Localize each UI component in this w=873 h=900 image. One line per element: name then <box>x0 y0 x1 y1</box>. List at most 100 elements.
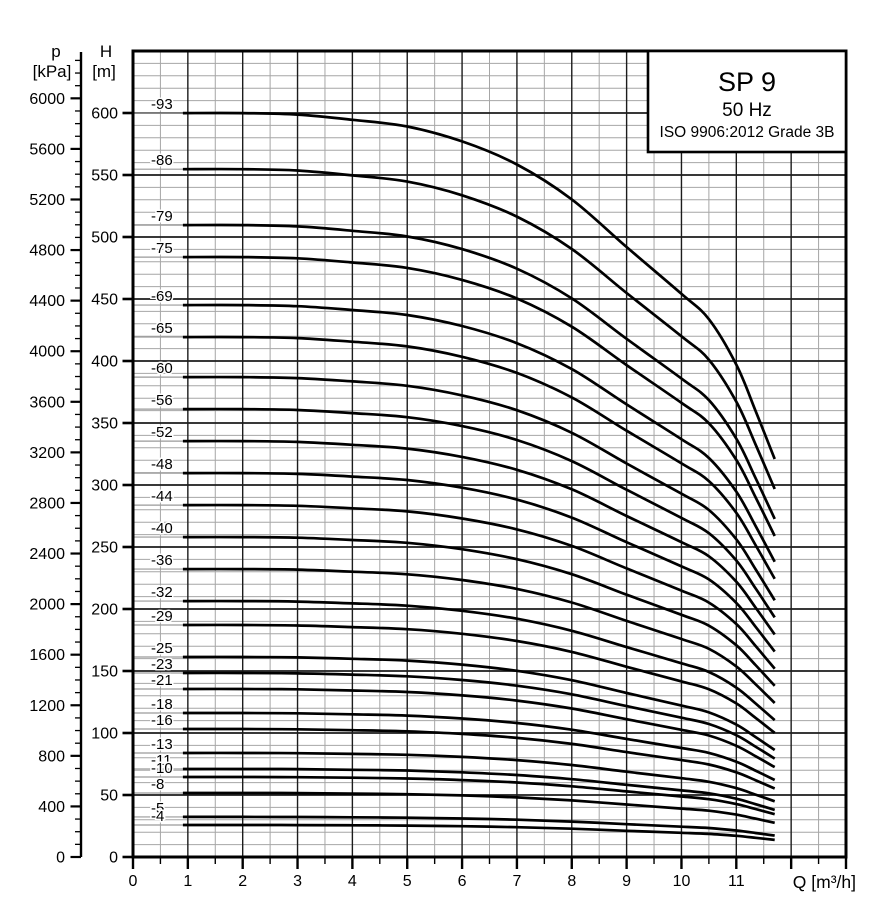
pump-curve--5 <box>133 815 775 837</box>
curve-label--5: -5 <box>151 800 164 817</box>
info-box-frequency: 50 Hz <box>722 100 772 121</box>
flow-tick-label: 3 <box>293 873 302 890</box>
curve-path--11 <box>182 767 776 812</box>
curve-label--79: -79 <box>151 208 173 225</box>
curve-path--25 <box>182 655 776 752</box>
pressure-tick-label: 2400 <box>29 546 65 563</box>
info-box-model: SP 9 <box>718 67 776 97</box>
pressure-tick-label: 1600 <box>29 647 65 664</box>
curve-path--21 <box>182 687 776 769</box>
curve-label--8: -8 <box>151 776 164 793</box>
pressure-tick-label: 800 <box>38 748 65 765</box>
curve-label--32: -32 <box>151 584 173 601</box>
curve-path--10 <box>182 775 776 816</box>
curve-path--18 <box>182 711 776 782</box>
pump-curve--60 <box>133 375 776 602</box>
curve-labels: -93 -86 -79 -75 -69 -65 -60 -56 -52 -48 -44 -40 -36 -… <box>150 95 175 827</box>
curve-label--25: -25 <box>151 640 173 657</box>
flow-tick-label: 9 <box>622 873 631 890</box>
curve-label--75: -75 <box>151 240 173 257</box>
pressure-axis-unit: [kPa] <box>33 62 72 81</box>
curve-label--10: -10 <box>151 760 173 777</box>
head-tick-label: 600 <box>91 106 118 123</box>
head-tick-label: 50 <box>100 788 118 805</box>
pressure-tick-label: 4000 <box>29 344 65 361</box>
pump-curve--65 <box>133 335 776 580</box>
pressure-tick-label: 3600 <box>29 394 65 411</box>
pump-curve--10 <box>133 775 776 816</box>
curve-label--48: -48 <box>151 456 173 473</box>
info-box-standard: ISO 9906:2012 Grade 3B <box>660 124 835 141</box>
curve-path--75 <box>182 255 776 537</box>
pressure-tick-label: 3200 <box>29 445 65 462</box>
head-tick-label: 550 <box>91 168 118 185</box>
curve-label--56: -56 <box>151 392 173 409</box>
flow-tick-label: 10 <box>673 873 691 890</box>
pressure-axis: 0 400 800 1200 1600 2000 2400 2800 3200 3600 4000 4… <box>29 42 83 867</box>
curve-label--86: -86 <box>151 152 173 169</box>
head-tick-label: 150 <box>91 664 118 681</box>
pump-curve--40 <box>133 535 776 687</box>
pump-curve--8 <box>133 791 775 825</box>
curve-path--60 <box>182 375 776 602</box>
flow-tick-label: 4 <box>348 873 357 890</box>
pump-curve--36 <box>133 567 776 704</box>
pump-curve--75 <box>133 255 776 537</box>
pump-curve--11 <box>133 767 776 812</box>
curve-path--56 <box>182 407 776 619</box>
curve-label--60: -60 <box>151 360 173 377</box>
curve-path--65 <box>182 335 776 580</box>
pump-curve--25 <box>133 655 776 752</box>
pump-curve--23 <box>133 671 776 760</box>
head-tick-label: 350 <box>91 416 118 433</box>
pump-curve--16 <box>133 727 776 790</box>
head-tick-label: 300 <box>91 478 118 495</box>
pump-curve--4 <box>133 823 775 842</box>
pump-curve--44 <box>133 503 776 670</box>
info-box: SP 9 50 Hz ISO 9906:2012 Grade 3B <box>646 49 848 154</box>
flow-tick-label: 1 <box>183 873 192 890</box>
curve-label--36: -36 <box>151 552 173 569</box>
pump-curve--69 <box>133 303 776 563</box>
pump-curve--56 <box>133 407 776 619</box>
pump-curve--86 <box>133 167 776 490</box>
flow-tick-label: 2 <box>238 873 247 890</box>
head-axis: 0 50 100 150 200 250 300 350 400 450 500 550 600 H[m] <box>91 42 133 867</box>
pressure-tick-label: 400 <box>38 799 65 816</box>
head-tick-label: 200 <box>91 602 118 619</box>
flow-tick-label: 7 <box>512 873 521 890</box>
head-axis-unit: [m] <box>92 62 116 81</box>
curve-label--21: -21 <box>151 672 173 689</box>
pump-curve--79 <box>133 223 776 520</box>
pressure-tick-label: 5600 <box>29 141 65 158</box>
curve-path--4 <box>182 823 775 842</box>
curve-path--5 <box>182 815 775 837</box>
pump-curve--32 <box>133 599 776 722</box>
pressure-tick-label: 6000 <box>29 91 65 108</box>
head-tick-label: 400 <box>91 354 118 371</box>
curve-path--32 <box>182 599 776 722</box>
pump-curve--52 <box>133 439 776 636</box>
pressure-tick-label: 1200 <box>29 698 65 715</box>
curve-label--93: -93 <box>151 96 173 113</box>
head-tick-label: 250 <box>91 540 118 557</box>
pressure-axis-symbol: p <box>51 42 60 61</box>
curve-path--79 <box>182 223 776 520</box>
pump-curve--18 <box>133 711 776 782</box>
curve-path--40 <box>182 535 776 687</box>
curve-path--23 <box>182 671 776 760</box>
curve-path--48 <box>182 471 776 653</box>
info-box-frame <box>646 49 848 154</box>
head-axis-symbol: H <box>100 42 112 61</box>
pump-curves <box>133 111 776 842</box>
curve-label--44: -44 <box>151 488 173 505</box>
pressure-tick-label: 2000 <box>29 597 65 614</box>
head-tick-label: 500 <box>91 230 118 247</box>
curve-path--93 <box>182 111 776 460</box>
curve-label--23: -23 <box>151 656 173 673</box>
flow-axis: 0 1 2 3 4 5 6 7 8 9 10 11 Q [m³/h] <box>129 857 856 892</box>
flow-tick-label: 0 <box>129 873 138 890</box>
pressure-tick-label: 5200 <box>29 192 65 209</box>
